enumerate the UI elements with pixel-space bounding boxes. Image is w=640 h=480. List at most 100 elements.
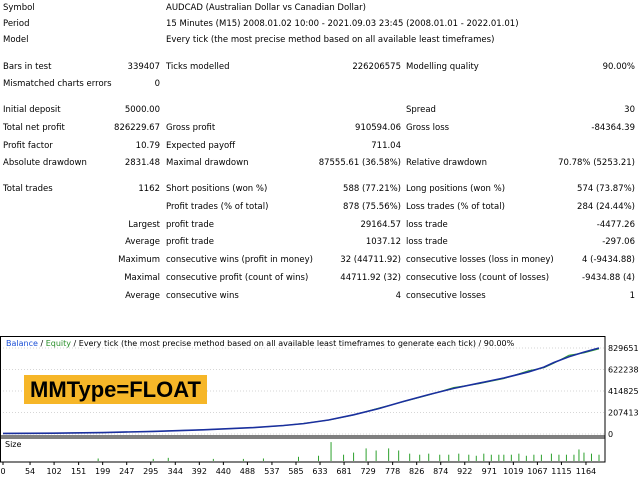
trades-value: 1162 bbox=[138, 184, 160, 194]
long-value: 574 (73.87%) bbox=[577, 184, 635, 194]
average-pt-label: profit trade bbox=[166, 237, 214, 247]
model-label: Model bbox=[3, 35, 29, 45]
largest-pt-label: profit trade bbox=[166, 220, 214, 230]
deposit-label: Initial deposit bbox=[3, 105, 61, 115]
max-cw-label: consecutive wins (profit in money) bbox=[166, 255, 313, 265]
row-mismatch: Mismatched charts errors 0 bbox=[0, 76, 640, 92]
absdd-value: 2831.48 bbox=[124, 158, 160, 168]
mxl-cl-label: consecutive loss (count of losses) bbox=[406, 273, 550, 283]
mxl-cp-value: 44711.92 (32) bbox=[340, 273, 401, 283]
maxdd-value: 87555.61 (36.58%) bbox=[318, 158, 401, 168]
x-tick-label: 874 bbox=[433, 467, 448, 476]
lt-label: Loss trades (% of total) bbox=[406, 202, 505, 212]
legend-balance: Balance bbox=[6, 339, 38, 348]
short-label: Short positions (won %) bbox=[166, 184, 268, 194]
bars-value: 339407 bbox=[127, 62, 160, 72]
x-tick-label: 1067 bbox=[527, 467, 547, 476]
x-tick-label: 971 bbox=[482, 467, 497, 476]
pf-value: 10.79 bbox=[135, 141, 160, 151]
average-label: Average bbox=[125, 237, 160, 247]
netprofit-label: Total net profit bbox=[3, 123, 65, 133]
x-tick-label: 247 bbox=[119, 467, 134, 476]
x-tick-label: 392 bbox=[192, 467, 207, 476]
balance-line bbox=[2, 347, 600, 435]
x-tick-label: 585 bbox=[288, 467, 303, 476]
mxl-cl-value: -9434.88 (4) bbox=[582, 273, 635, 283]
balance-chart-svg: 0 207413 414825 622238 829651 0 54 102 151 199 247… bbox=[0, 336, 639, 476]
trades-label: Total trades bbox=[3, 184, 53, 194]
mxl-cp-label: consecutive profit (count of wins) bbox=[166, 273, 309, 283]
model-value: Every tick (the most precise method base… bbox=[166, 35, 495, 45]
avg-cw-label: consecutive wins bbox=[166, 291, 239, 301]
row-largest: Largest profit trade 29164.57 loss trade… bbox=[0, 217, 640, 233]
ticks-value: 226206575 bbox=[352, 62, 401, 72]
x-tick-label: 199 bbox=[95, 467, 110, 476]
row-maximal: Maximal consecutive profit (count of win… bbox=[0, 270, 640, 286]
x-tick-label: 295 bbox=[143, 467, 158, 476]
size-label: Size bbox=[5, 440, 22, 449]
x-tick-label: 440 bbox=[216, 467, 231, 476]
lt-value: 284 (24.44%) bbox=[577, 202, 635, 212]
row-deposit: Initial deposit 5000.00 Spread 30 bbox=[0, 102, 640, 118]
grossloss-value: -84364.39 bbox=[591, 123, 635, 133]
row-maximum: Maximum consecutive wins (profit in mone… bbox=[0, 252, 640, 268]
y-tick-label: 829651 bbox=[608, 344, 639, 353]
y-tick-label: 414825 bbox=[608, 387, 639, 396]
x-tick-label: 1019 bbox=[503, 467, 523, 476]
avg-cw-value: 4 bbox=[395, 291, 401, 301]
netprofit-value: 826229.67 bbox=[114, 123, 160, 133]
maxdd-label: Maximal drawdown bbox=[166, 158, 249, 168]
period-label: Period bbox=[3, 19, 30, 29]
average-lt-value: -297.06 bbox=[602, 237, 635, 247]
x-tick-label: 102 bbox=[46, 467, 61, 476]
legend-sep: / bbox=[37, 339, 46, 348]
largest-lt-value: -4477.26 bbox=[596, 220, 635, 230]
avg-label: Average bbox=[125, 291, 160, 301]
row-average-consec: Average consecutive wins 4 consecutive l… bbox=[0, 288, 640, 304]
x-tick-label: 0 bbox=[0, 467, 5, 476]
row-period: Period 15 Minutes (M15) 2008.01.02 10:00… bbox=[0, 16, 640, 32]
quality-value: 90.00% bbox=[602, 62, 635, 72]
chart-frame bbox=[0, 336, 606, 463]
max-cl-value: 4 (-9434.88) bbox=[582, 255, 635, 265]
row-trades: Total trades 1162 Short positions (won %… bbox=[0, 181, 640, 197]
mmtype-label: MMType=FLOAT bbox=[24, 375, 207, 404]
y-tick-label: 0 bbox=[608, 430, 613, 439]
grossloss-label: Gross loss bbox=[406, 123, 450, 133]
x-tick-label: 488 bbox=[240, 467, 255, 476]
largest-label: Largest bbox=[128, 220, 160, 230]
bars-label: Bars in test bbox=[3, 62, 52, 72]
row-netprofit: Total net profit 826229.67 Gross profit … bbox=[0, 120, 640, 136]
x-tick-label: 729 bbox=[360, 467, 375, 476]
max-cl-label: consecutive losses (loss in money) bbox=[406, 255, 554, 265]
row-drawdown: Absolute drawdown 2831.48 Maximal drawdo… bbox=[0, 155, 640, 171]
row-symbol: Symbol AUDCAD (Australian Dollar vs Cana… bbox=[0, 0, 640, 16]
x-tick-label: 537 bbox=[264, 467, 279, 476]
short-value: 588 (77.21%) bbox=[343, 184, 401, 194]
grossprofit-label: Gross profit bbox=[166, 123, 216, 133]
payoff-value: 711.04 bbox=[371, 141, 401, 151]
absdd-label: Absolute drawdown bbox=[3, 158, 87, 168]
row-model: Model Every tick (the most precise metho… bbox=[0, 32, 640, 48]
maximum-label: Maximum bbox=[118, 255, 160, 265]
spread-value: 30 bbox=[624, 105, 635, 115]
strategy-report: Symbol AUDCAD (Australian Dollar vs Cana… bbox=[0, 0, 640, 304]
largest-lt-label: loss trade bbox=[406, 220, 448, 230]
ticks-label: Ticks modelled bbox=[166, 62, 230, 72]
symbol-label: Symbol bbox=[3, 3, 35, 13]
x-tick-label: 344 bbox=[168, 467, 183, 476]
x-tick-label: 1115 bbox=[551, 467, 571, 476]
mismatch-value: 0 bbox=[154, 79, 160, 89]
max-cw-value: 32 (44711.92) bbox=[340, 255, 401, 265]
pf-label: Profit factor bbox=[3, 141, 53, 151]
period-value: 15 Minutes (M15) 2008.01.02 10:00 - 2021… bbox=[166, 19, 519, 29]
chart-header: Balance / Equity / Every tick (the most … bbox=[6, 339, 514, 348]
maximal-label: Maximal bbox=[124, 273, 160, 283]
symbol-value: AUDCAD (Australian Dollar vs Canadian Do… bbox=[166, 3, 366, 13]
row-pf: Profit factor 10.79 Expected payoff 711.… bbox=[0, 138, 640, 154]
row-bars: Bars in test 339407 Ticks modelled 22620… bbox=[0, 59, 640, 75]
x-tick-label: 681 bbox=[336, 467, 351, 476]
x-tick-label: 1164 bbox=[576, 467, 596, 476]
reldd-value: 70.78% (5253.21) bbox=[558, 158, 635, 168]
x-tick-label: 922 bbox=[457, 467, 472, 476]
